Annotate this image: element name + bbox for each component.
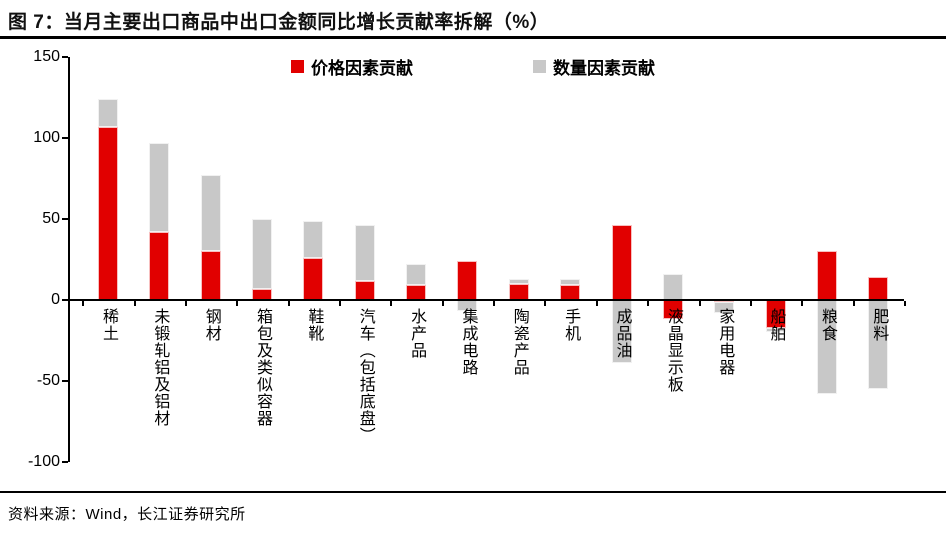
bar-segment-price	[508, 283, 529, 300]
bar-segment-quantity	[560, 278, 581, 286]
bar-segment-quantity	[149, 142, 170, 232]
x-axis-category-label: 陶瓷产品	[510, 308, 528, 376]
bar-segment-quantity	[354, 225, 375, 281]
x-axis-tick	[903, 301, 906, 306]
bar-segment-quantity	[200, 175, 221, 252]
y-axis-tick-label: 50	[42, 210, 60, 227]
x-axis-tick	[390, 301, 393, 306]
x-axis-category-label: 手机	[562, 308, 580, 342]
x-axis-category-label: 家用电器	[716, 308, 734, 376]
bar-segment-price	[354, 280, 375, 300]
y-axis-tick	[62, 56, 68, 58]
x-axis-tick	[339, 301, 342, 306]
bar-segment-price	[149, 231, 170, 300]
y-axis-tick	[62, 461, 68, 463]
x-axis-category-label: 箱包及类似容器	[254, 308, 272, 427]
x-axis-tick	[749, 301, 752, 306]
y-axis-tick	[62, 137, 68, 139]
title-divider	[0, 36, 946, 39]
y-axis-tick-label: 100	[33, 129, 60, 146]
bar-segment-quantity	[765, 327, 786, 333]
x-axis-tick	[493, 301, 496, 306]
bar-segment-quantity	[303, 220, 324, 258]
bar-segment-price	[816, 251, 837, 300]
y-axis-tick-label: 0	[51, 291, 60, 308]
x-axis-tick	[698, 301, 701, 306]
x-axis-tick	[801, 301, 804, 306]
x-axis-tick	[441, 301, 444, 306]
y-axis-line	[68, 57, 70, 462]
chart-legend: 价格因素贡献 数量因素贡献	[0, 54, 946, 79]
bar-segment-price	[457, 261, 478, 300]
x-axis-tick	[82, 301, 85, 306]
bar-segment-price	[98, 126, 118, 300]
x-axis-tick	[595, 301, 598, 306]
x-axis-tick	[236, 301, 239, 306]
x-axis-category-label: 粮食	[818, 308, 836, 342]
x-axis-category-label: 鞋靴	[305, 308, 323, 342]
legend-item-quantity: 数量因素贡献	[533, 54, 655, 79]
bar-segment-price	[303, 257, 324, 300]
bar-segment-quantity	[252, 219, 273, 289]
y-axis-tick-label: 150	[33, 48, 60, 65]
x-axis-tick	[133, 301, 136, 306]
bar-segment-quantity	[714, 301, 735, 313]
stacked-bar-chart: 价格因素贡献 数量因素贡献 150 100 50 0 -50 -100 稀土 未锻轧铝及铝材 钢材…	[0, 40, 946, 490]
bar-segment-price	[611, 225, 632, 300]
y-axis-tick-label: -100	[27, 453, 60, 470]
x-axis-category-label: 未锻轧铝及铝材	[151, 308, 169, 427]
bar-segment-price	[560, 285, 581, 300]
x-axis-category-label: 肥料	[870, 308, 888, 342]
x-axis-category-label: 汽车（包括底盘）	[356, 308, 374, 444]
legend-item-price: 价格因素贡献	[291, 54, 413, 79]
source-note: 资料来源：Wind，长江证券研究所	[8, 506, 246, 523]
bar-segment-price	[868, 277, 889, 300]
y-axis-tick-label: -50	[36, 372, 60, 389]
x-axis-tick	[544, 301, 547, 306]
bar-segment-quantity	[98, 99, 118, 127]
x-axis-tick	[185, 301, 188, 306]
x-axis-category-label: 集成电路	[459, 308, 477, 376]
legend-label: 数量因素贡献	[553, 59, 655, 78]
x-axis-category-label: 水产品	[408, 308, 426, 359]
source-divider	[0, 491, 946, 493]
x-axis-category-label: 船舶	[767, 308, 785, 342]
x-axis-category-label: 稀土	[100, 308, 117, 342]
y-axis-tick	[62, 218, 68, 220]
y-axis-tick	[62, 380, 68, 382]
y-axis-tick	[62, 299, 68, 301]
bar-segment-quantity	[662, 274, 683, 300]
x-axis-line	[68, 299, 904, 301]
figure-title: 图 7：当月主要出口商品中出口金额同比增长贡献率拆解（%）	[8, 12, 550, 33]
legend-label: 价格因素贡献	[311, 59, 413, 78]
bar-segment-price	[200, 251, 221, 300]
x-axis-tick	[852, 301, 855, 306]
x-axis-tick	[647, 301, 650, 306]
bar-segment-quantity	[508, 278, 529, 284]
legend-swatch-quantity	[533, 60, 546, 73]
x-axis-tick	[287, 301, 290, 306]
bar-segment-quantity	[406, 264, 427, 286]
x-axis-category-label: 钢材	[202, 308, 220, 342]
x-axis-category-label: 液晶显示板	[664, 308, 682, 393]
legend-swatch-price	[291, 60, 304, 73]
x-axis-category-label: 成品油	[613, 308, 631, 359]
bar-segment-price	[406, 285, 427, 300]
